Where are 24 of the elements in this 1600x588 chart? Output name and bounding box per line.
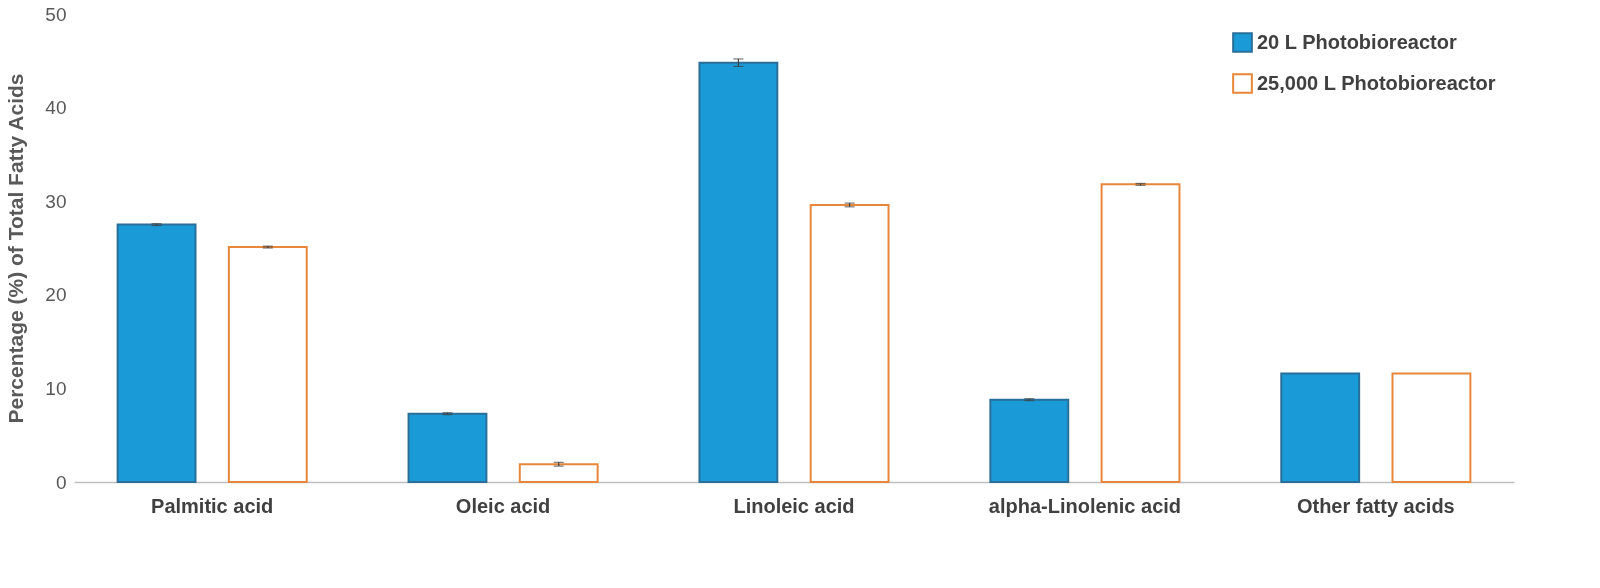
bar [116, 223, 197, 483]
y-tick-label: 30 [45, 190, 67, 212]
bar [227, 246, 308, 483]
bar [698, 61, 779, 483]
legend-label: 20 L Photobioreactor [1257, 30, 1457, 53]
y-axis-title: Percentage (%) of Total Fatty Acids [4, 73, 28, 424]
x-tick-label: Palmitic acid [151, 494, 274, 517]
y-tick-label: 40 [45, 97, 67, 119]
x-tick-label: Other fatty acids [1296, 494, 1455, 517]
y-tick-label: 10 [45, 377, 67, 399]
bar [1100, 183, 1181, 483]
x-tick-label: Linoleic acid [733, 494, 855, 517]
bar [809, 203, 890, 483]
y-tick-label: 50 [45, 3, 67, 25]
bar [518, 463, 599, 483]
bar [1391, 372, 1472, 483]
x-tick-label: alpha-Linolenic acid [988, 494, 1182, 517]
y-tick-label: 0 [55, 471, 67, 493]
bar [1280, 372, 1361, 483]
legend-label: 25,000 L Photobioreactor [1257, 71, 1496, 94]
y-tick-label: 20 [45, 284, 67, 306]
bar [407, 412, 488, 483]
x-tick-label: Oleic acid [455, 494, 551, 517]
bar [989, 398, 1070, 483]
